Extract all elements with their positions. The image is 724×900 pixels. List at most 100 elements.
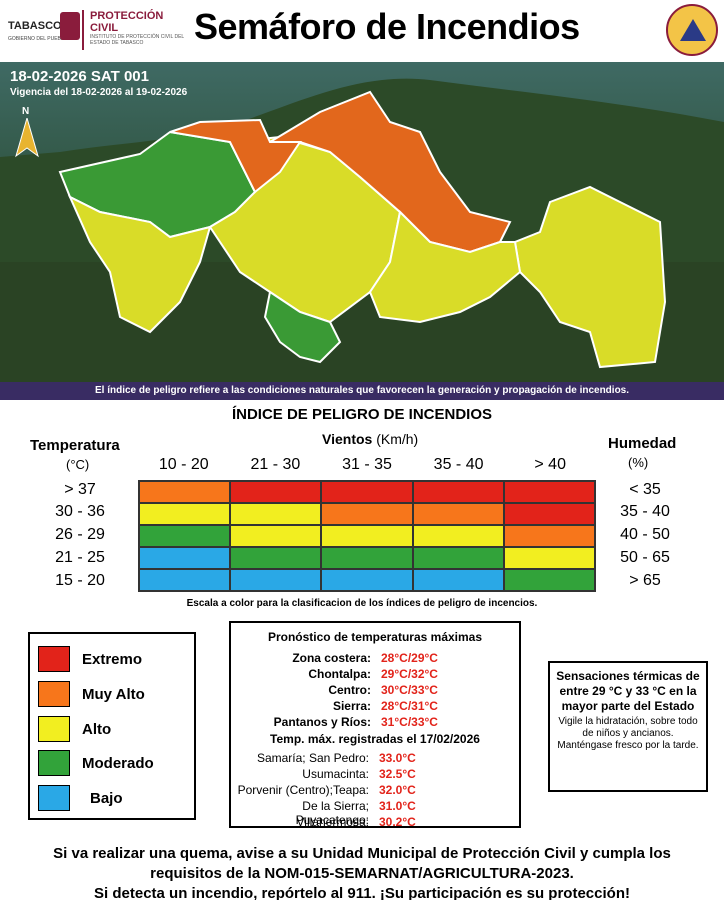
station-value: 33.0°C [379,751,416,765]
risk-cell [321,525,413,547]
map-graphic [0,62,724,400]
region-north-orange [266,90,512,254]
sensation-advice: Vigile la hidratación, sobre todo de niñ… [557,716,699,751]
risk-cell [412,481,504,503]
station-value: 31.0°C [379,799,416,813]
risk-cell [503,547,595,569]
wind-col-label: > 40 [534,456,566,473]
humidity-row-label: > 65 [629,572,661,589]
station-name: De la Sierra; Puyacatengo: [295,799,369,827]
index-title: ÍNDICE DE PELIGRO DE INCENDIOS [231,406,493,423]
humidity-row-label: < 35 [629,481,661,498]
region-mideast-yellow [368,209,522,324]
legend-swatch [38,750,70,776]
humidity-row-label: 50 - 65 [620,549,670,566]
legend-label: Extremo [82,651,143,668]
validity-dates: Vigencia del 18-02-2026 al 19-02-2026 [10,87,188,98]
wind-header-unit: (Km/h) [372,431,419,447]
sensation-title: Sensaciones térmicas de entre 29 °C y 33… [556,669,700,713]
station-name: Porvenir (Centro);Teapa: [237,783,369,797]
wind-header: Vientos (Km/h) [322,431,418,447]
temp-row-label: 15 - 20 [55,572,105,589]
risk-cell [412,503,504,525]
risk-cell [503,525,595,547]
wind-col-label: 31 - 35 [342,456,392,473]
forecast-box: Pronóstico de temperaturas máximas Zona … [229,621,521,829]
max-temp-title: Temp. máx. registradas el 17/02/2026 [270,732,480,746]
max-temp-row: Porvenir (Centro);Teapa: 32.0°C [231,783,519,799]
station-value: 32.0°C [379,783,416,797]
footer-line: Si va realizar una quema, avise a su Uni… [53,845,671,862]
zone-name: Pantanos y Ríos: [273,715,371,729]
risk-cell [230,525,322,547]
humidity-row-label: 40 - 50 [620,526,670,543]
fire-risk-map: 18-02-2026 SAT 001 Vigencia del 18-02-20… [0,62,724,400]
bulletin-id: 18-02-2026 SAT 001 [10,68,149,85]
risk-cell [139,547,231,569]
risk-cell [412,547,504,569]
region-south-green [263,290,342,364]
risk-cell [321,547,413,569]
legend-item-moderado: Moderado [38,750,188,778]
legend-swatch [38,716,70,742]
risk-cell [503,481,595,503]
wind-header-label: Vientos [322,431,373,447]
station-name: Samaría; San Pedro: [256,751,369,765]
zone-value: 31°C/33°C [381,715,438,729]
page-title: Semáforo de Incendios [194,6,580,47]
region-southwest-yellow [67,194,212,334]
tabasco-logo-mark-icon [60,12,80,40]
temperature-unit: (°C) [66,457,90,472]
north-arrow-icon: N [12,106,42,162]
legend-item-muy-alto: Muy Alto [38,681,188,709]
region-northwest-orange [169,118,302,194]
humidity-row-label: 35 - 40 [620,503,670,520]
pc-logo-word: PROTECCIÓN CIVIL [90,10,164,34]
station-name: Usumacinta: [302,767,369,781]
legend-swatch [38,785,70,811]
station-value: 32.5°C [379,767,416,781]
scale-note: Escala a color para la clasificacion de … [186,598,538,609]
tabasco-logo-word: TABASCO [8,20,62,32]
risk-cell [503,569,595,591]
risk-cell [230,481,322,503]
forecast-zone-row: Centro: 30°C/33°C [231,683,519,699]
zone-name: Sierra: [332,699,371,713]
max-temp-row: Usumacinta: 32.5°C [231,767,519,783]
station-name: Villahermosa: [296,815,369,829]
temp-row-label: 26 - 29 [55,526,105,543]
zone-name: Centro: [328,683,371,697]
station-value: 30.2°C [379,815,416,829]
risk-cell [230,503,322,525]
max-temp-row: De la Sierra; Puyacatengo: 31.0°C [231,799,519,827]
zone-value: 28°C/29°C [381,651,438,665]
legend-label: Muy Alto [82,686,145,703]
footer-message: Si va realizar una quema, avise a su Uni… [0,844,724,900]
civil-protection-seal-icon [666,4,718,56]
legend-label: Moderado [82,755,154,772]
legend-swatch [38,681,70,707]
tabasco-logo-sub: GOBIERNO DEL PUEBLO [8,36,68,42]
wind-col-label: 10 - 20 [158,456,209,473]
legend-label: Bajo [90,790,123,807]
forecast-zone-row: Zona costera: 28°C/29°C [231,651,519,667]
footer-line: requisitos de la NOM-015-SEMARNAT/AGRICU… [150,865,574,882]
legend-item-bajo: Bajo [38,785,188,813]
risk-cell [139,525,231,547]
zone-name: Zona costera: [292,651,371,665]
footer-line: Si detecta un incendio, repórtelo al 911… [94,885,630,900]
zone-value: 30°C/33°C [381,683,438,697]
legend-item-alto: Alto [38,716,188,744]
zone-name: Chontalpa: [308,667,371,681]
map-note: El índice de peligro refiere a las condi… [0,382,724,400]
temp-row-label: 21 - 25 [55,549,105,566]
tabasco-logo: TABASCO GOBIERNO DEL PUEBLO [8,10,80,44]
risk-cell [412,525,504,547]
risk-cell [412,569,504,591]
temp-row-label: > 37 [64,481,96,498]
risk-cell [139,481,231,503]
risk-cell [139,503,231,525]
risk-cell [321,481,413,503]
thermal-sensation-box: Sensaciones térmicas de entre 29 °C y 33… [548,661,708,792]
north-label: N [22,106,30,117]
